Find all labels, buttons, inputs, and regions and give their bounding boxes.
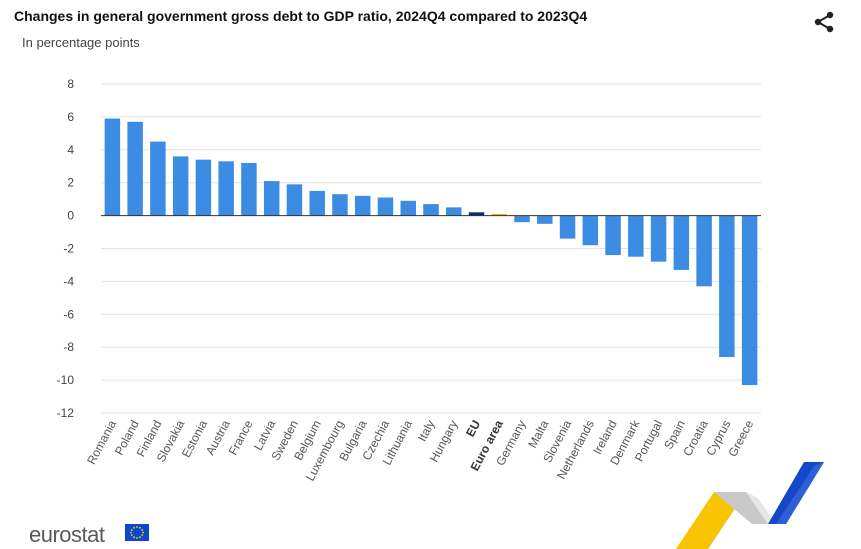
bar: [104, 118, 121, 216]
bar: [218, 161, 234, 216]
bar: [400, 200, 416, 216]
y-tick-label: -2: [63, 242, 74, 256]
bar: [468, 212, 485, 216]
bar: [446, 207, 462, 216]
bar: [582, 215, 599, 246]
x-tick-label: Romania: [84, 418, 119, 467]
y-tick-label: -8: [63, 340, 74, 354]
bar: [172, 156, 189, 216]
bar: [559, 215, 576, 239]
y-tick-label: -10: [57, 373, 75, 387]
bar: [241, 162, 257, 216]
bar: [696, 215, 712, 287]
bar: [377, 197, 394, 216]
y-tick-label: -4: [63, 274, 74, 288]
y-tick-label: -12: [57, 406, 75, 420]
x-tick-label: Italy: [415, 418, 438, 444]
x-tick-label: EU: [463, 418, 483, 439]
bar: [332, 194, 348, 216]
bar: [741, 215, 758, 386]
y-tick-label: 6: [67, 110, 74, 124]
bar: [309, 190, 325, 216]
bar: [423, 204, 439, 216]
bar: [195, 159, 212, 216]
bar: [263, 181, 280, 216]
chart-subtitle: In percentage points: [22, 35, 140, 50]
y-tick-label: -6: [63, 307, 74, 321]
eu-flag-icon: [125, 524, 149, 541]
bar: [286, 184, 303, 216]
bar: [719, 215, 735, 358]
bar: [514, 215, 530, 223]
y-tick-label: 4: [67, 143, 74, 157]
eurostat-logo: eurostat: [29, 522, 105, 547]
bar: [628, 215, 644, 257]
chart-title: Changes in general government gross debt…: [14, 8, 588, 24]
bar: [127, 121, 143, 216]
share-icon[interactable]: [812, 10, 836, 34]
decorative-chevron-graphic: [676, 462, 824, 549]
bar: [354, 195, 371, 216]
bar: [605, 215, 621, 256]
bar: [537, 215, 553, 224]
y-tick-label: 8: [67, 77, 74, 91]
bar: [491, 213, 508, 216]
bar: [673, 215, 690, 270]
y-tick-label: 0: [67, 209, 74, 223]
y-tick-label: 2: [67, 176, 74, 190]
bar: [150, 141, 166, 216]
bar: [650, 215, 667, 262]
